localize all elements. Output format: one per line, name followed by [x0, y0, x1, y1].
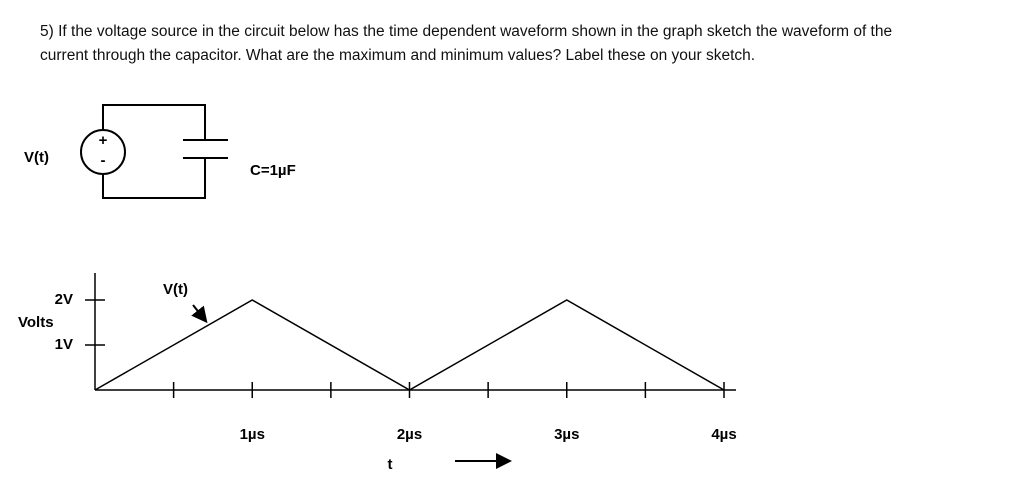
waveform	[94, 299, 725, 391]
circuit: + - V(t) C=1µF	[24, 104, 296, 199]
y-axis-label: Volts	[18, 314, 54, 331]
x-tick-label: 2µs	[397, 426, 422, 443]
source-label: V(t)	[24, 149, 49, 166]
question-line: current through the capacitor. What are …	[40, 47, 756, 64]
x-tick-label: 4µs	[711, 426, 736, 443]
annotation-arrow	[191, 304, 208, 324]
series-annotation: V(t)	[163, 281, 188, 298]
wire	[102, 104, 206, 199]
minus-sign: -	[101, 152, 106, 169]
x-axis-label: t	[388, 456, 393, 473]
question-line: 5) If the voltage source in the circuit …	[40, 23, 893, 40]
voltage-source	[80, 129, 126, 175]
question: 5) If the voltage source in the circuit …	[40, 20, 1015, 68]
y-tick-label: 1V	[55, 336, 73, 353]
capacitor-label: C=1µF	[250, 162, 296, 179]
plus-sign: +	[99, 132, 108, 149]
chart: Volts t V(t) 1V 2V 1µs 2µs 3µs 4µs	[18, 273, 737, 473]
x-tick-label: 3µs	[554, 426, 579, 443]
y-tick-label: 2V	[55, 291, 73, 308]
x-tick-label: 1µs	[240, 426, 265, 443]
